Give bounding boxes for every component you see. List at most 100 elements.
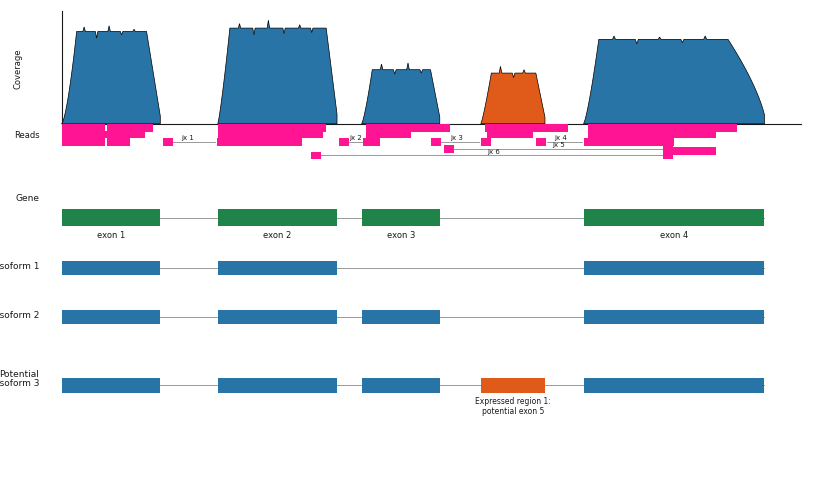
Bar (82, 125, 105, 133)
Bar (107, 125, 130, 133)
Bar (651, 139, 674, 146)
Text: exon 1: exon 1 (97, 230, 125, 239)
Bar (259, 131, 282, 139)
Bar (693, 147, 716, 155)
Polygon shape (584, 37, 764, 124)
Bar (218, 125, 241, 133)
Bar (663, 152, 673, 160)
Bar (444, 145, 454, 153)
Bar (651, 125, 674, 133)
Text: Isoform 2: Isoform 2 (0, 310, 39, 319)
Bar (409, 125, 432, 133)
Bar (62, 378, 160, 393)
Bar (431, 139, 441, 146)
Bar (388, 131, 411, 139)
Bar (81, 131, 104, 139)
Text: jx 6: jx 6 (487, 148, 500, 154)
Bar (363, 139, 373, 146)
Bar (588, 131, 611, 139)
Bar (584, 261, 764, 276)
Bar (218, 210, 337, 227)
Bar (62, 310, 160, 325)
Bar (693, 131, 716, 139)
Text: jx 2: jx 2 (349, 135, 362, 141)
Bar (672, 131, 695, 139)
Bar (481, 378, 545, 393)
Polygon shape (481, 67, 545, 124)
Bar (218, 139, 241, 146)
Bar (609, 139, 632, 146)
Bar (366, 131, 389, 139)
Bar (82, 139, 105, 146)
Text: Isoform 1: Isoform 1 (0, 262, 39, 270)
Bar (259, 139, 282, 146)
Bar (630, 125, 653, 133)
Text: Coverage: Coverage (14, 48, 22, 88)
Bar (526, 125, 549, 133)
Bar (362, 378, 440, 393)
Bar (62, 131, 85, 139)
Text: Gene: Gene (16, 193, 39, 202)
Text: Potential: Potential (0, 369, 39, 378)
Bar (362, 210, 440, 227)
Bar (122, 131, 145, 139)
Bar (588, 125, 611, 133)
Bar (630, 131, 653, 139)
Bar (238, 131, 261, 139)
Bar (545, 125, 568, 133)
Polygon shape (62, 27, 160, 124)
Bar (62, 139, 85, 146)
Bar (279, 131, 302, 139)
Bar (481, 139, 491, 146)
Bar (672, 147, 695, 155)
Text: jx 1: jx 1 (181, 135, 194, 141)
Bar (366, 125, 389, 133)
Bar (609, 125, 632, 133)
Bar (339, 139, 349, 146)
Bar (584, 210, 764, 227)
Bar (218, 261, 337, 276)
Bar (130, 125, 153, 133)
Bar (218, 131, 241, 139)
Bar (584, 310, 764, 325)
Bar (311, 152, 321, 160)
Bar (163, 139, 173, 146)
Text: exon 4: exon 4 (660, 230, 688, 239)
Text: jx 4: jx 4 (554, 135, 567, 141)
Bar (584, 378, 764, 393)
Bar (663, 145, 673, 153)
Bar (386, 125, 409, 133)
Bar (370, 139, 380, 146)
Bar (300, 131, 323, 139)
Text: exon 2: exon 2 (263, 230, 292, 239)
Bar (651, 131, 674, 139)
Text: exon 3: exon 3 (386, 230, 415, 239)
Bar (427, 125, 450, 133)
Bar (218, 310, 337, 325)
Bar (302, 125, 326, 133)
Bar (218, 378, 337, 393)
Text: isoform 3: isoform 3 (0, 379, 39, 387)
Text: jx 5: jx 5 (552, 142, 566, 147)
Bar (630, 139, 653, 146)
Bar (693, 125, 716, 133)
Bar (282, 125, 305, 133)
Bar (487, 131, 510, 139)
Bar (62, 210, 160, 227)
Bar (485, 125, 508, 133)
Polygon shape (218, 21, 337, 124)
Bar (510, 131, 533, 139)
Bar (536, 139, 546, 146)
Text: Expressed region 1:
potential exon 5: Expressed region 1: potential exon 5 (475, 396, 551, 415)
Bar (713, 125, 737, 133)
Text: jx 3: jx 3 (450, 135, 463, 141)
Bar (584, 139, 593, 146)
Bar (609, 131, 632, 139)
Bar (238, 139, 261, 146)
Bar (672, 125, 695, 133)
Bar (588, 139, 611, 146)
Bar (238, 125, 261, 133)
Bar (62, 125, 85, 133)
Bar (279, 139, 302, 146)
Bar (261, 125, 284, 133)
